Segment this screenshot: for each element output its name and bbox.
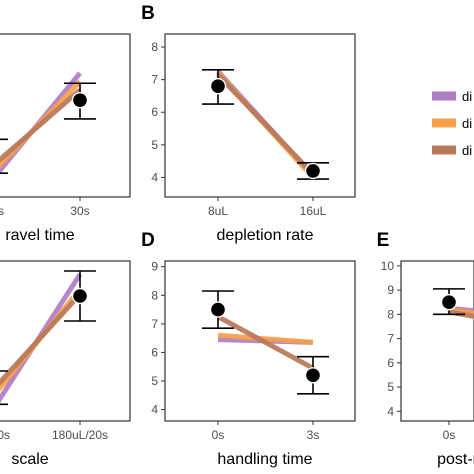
x-tick-label: 10s bbox=[0, 428, 10, 442]
series-line-purple bbox=[0, 272, 83, 404]
y-tick-label: 6 bbox=[387, 356, 394, 370]
plot-area bbox=[202, 290, 329, 395]
y-tick-label: 7 bbox=[151, 73, 158, 87]
panel-letter: E bbox=[377, 230, 390, 251]
legend-entry: di bbox=[432, 116, 472, 131]
x-tick-label: 0s bbox=[212, 428, 225, 442]
series-line-brown bbox=[216, 73, 315, 176]
panel-e: 4 5 6 7 8 9 10 0s post-re E bbox=[377, 230, 474, 468]
data-point bbox=[433, 288, 465, 316]
x-axis-label: post-re bbox=[437, 451, 474, 468]
y-tick-label: 4 bbox=[151, 403, 158, 417]
data-point bbox=[64, 82, 96, 120]
panels: s 30s ravel time 4 5 6 7 8 8uL 16uL depletion rate… bbox=[0, 3, 474, 468]
data-point bbox=[0, 370, 8, 406]
y-tick-label: 6 bbox=[151, 345, 158, 359]
x-tick-label: 16uL bbox=[300, 204, 327, 218]
panel-border bbox=[164, 33, 356, 198]
panel-border bbox=[0, 260, 131, 422]
x-tick-label: 30s bbox=[70, 204, 89, 218]
y-tick-label: 7 bbox=[151, 317, 158, 331]
legend: di di di bbox=[432, 89, 472, 158]
y-tick-label: 6 bbox=[151, 105, 158, 119]
y-tick-label: 8 bbox=[151, 288, 158, 302]
mean-marker bbox=[209, 77, 227, 95]
y-tick-label: 4 bbox=[387, 404, 394, 418]
plot-area bbox=[433, 288, 474, 319]
y-tick-label: 9 bbox=[151, 260, 158, 274]
panel-d: 4 5 6 7 8 9 0s 3s handling time D bbox=[141, 230, 356, 468]
legend-entry: di bbox=[432, 89, 472, 104]
x-tick-label: s bbox=[0, 204, 4, 218]
y-tick-label: 9 bbox=[387, 283, 394, 297]
series-line-orange bbox=[448, 307, 474, 316]
data-point bbox=[64, 270, 96, 322]
data-point bbox=[202, 290, 234, 329]
plot-area bbox=[0, 71, 96, 175]
x-axis-label: ravel time bbox=[5, 227, 74, 244]
x-axis-label: scale bbox=[11, 451, 48, 468]
y-tick-label: 5 bbox=[387, 380, 394, 394]
series-line-brown bbox=[0, 292, 82, 386]
x-tick-label: 8uL bbox=[208, 204, 228, 218]
panel-a: s 30s ravel time bbox=[0, 33, 131, 244]
series-line-brown bbox=[216, 314, 315, 371]
x-tick-label: 3s bbox=[307, 428, 320, 442]
y-tick-label: 7 bbox=[387, 332, 394, 346]
panel-b: 4 5 6 7 8 8uL 16uL depletion rate B bbox=[141, 3, 356, 244]
y-tick-label: 8 bbox=[387, 307, 394, 321]
plot-area bbox=[0, 270, 96, 406]
x-axis-label: depletion rate bbox=[217, 227, 314, 244]
x-axis-label: handling time bbox=[217, 451, 312, 468]
y-tick-label: 8 bbox=[151, 40, 158, 54]
mean-marker bbox=[440, 294, 458, 311]
series-line-orange bbox=[217, 332, 314, 345]
x-tick-label: 180uL/20s bbox=[52, 428, 108, 442]
mean-marker bbox=[304, 367, 322, 384]
legend-label: di bbox=[462, 116, 472, 131]
panel-border bbox=[0, 33, 131, 198]
series-line-brown bbox=[0, 88, 82, 163]
mean-marker bbox=[71, 92, 89, 109]
legend-label: di bbox=[462, 143, 472, 158]
data-point bbox=[202, 69, 234, 105]
y-tick-label: 5 bbox=[151, 138, 158, 152]
data-point bbox=[0, 138, 8, 175]
x-tick-label: 0s bbox=[443, 428, 456, 442]
mean-marker bbox=[209, 301, 227, 318]
legend-entry: di bbox=[432, 143, 472, 158]
y-tick-label: 4 bbox=[151, 170, 158, 184]
plot-area bbox=[202, 69, 329, 180]
legend-label: di bbox=[462, 89, 472, 104]
panel-border bbox=[400, 260, 474, 422]
mean-marker bbox=[71, 287, 89, 305]
panel-c: 10s 180uL/20s scale bbox=[0, 260, 131, 468]
panel-border bbox=[164, 260, 356, 422]
y-tick-label: 10 bbox=[381, 259, 395, 273]
panel-letter: D bbox=[141, 230, 155, 251]
panel-letter: B bbox=[141, 3, 155, 24]
mean-marker bbox=[304, 162, 322, 180]
y-tick-label: 5 bbox=[151, 374, 158, 388]
data-point bbox=[297, 161, 329, 180]
data-point bbox=[297, 355, 329, 395]
